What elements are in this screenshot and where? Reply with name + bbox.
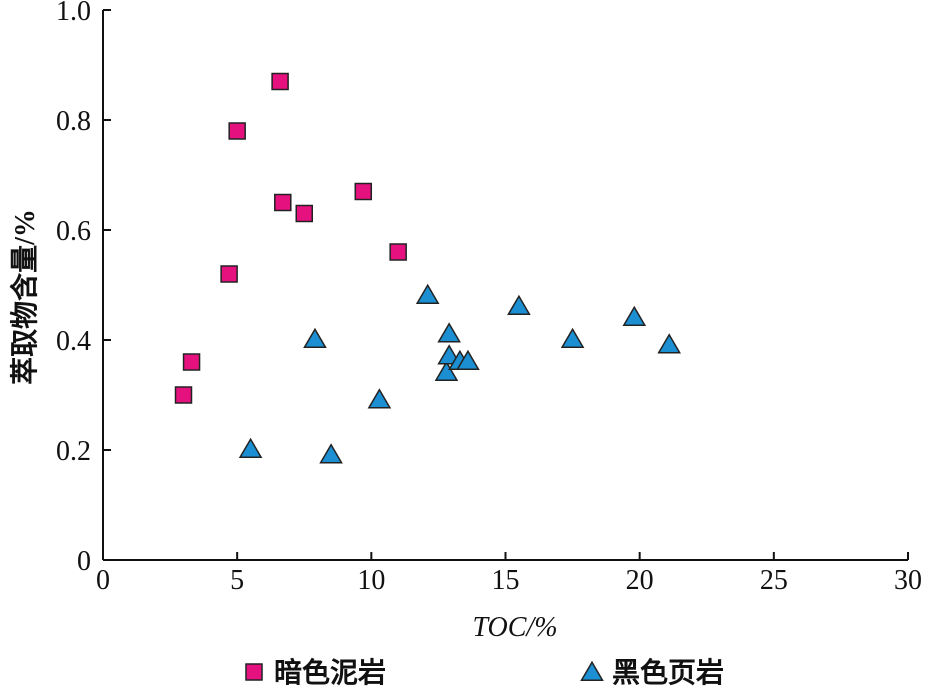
ticks-layer: 0 0.2 0.4 0.6 0.8 1.0 0 5 10 15 20 25 30 [56,0,922,596]
data-point-triangle [434,360,459,381]
y-tick-label: 0.6 [56,216,91,247]
data-point-triangle [437,322,461,343]
legend-label: 暗色泥岩 [274,656,386,689]
data-point-square [220,265,238,283]
x-tick-label: 20 [626,565,654,596]
data-point-triangle [657,333,681,354]
data-point-square [174,386,193,404]
legend-layer: 暗色泥岩 黑色页岩 [245,656,724,689]
data-point-triangle [622,305,647,326]
legend-label: 黑色页岩 [612,656,724,689]
points-layer [174,72,681,464]
data-point-triangle [238,437,263,458]
x-tick-label: 0 [96,565,110,596]
data-point-triangle [303,327,327,348]
data-point-square [295,204,313,223]
legend-marker-triangle [580,660,604,681]
x-tick-label: 10 [357,565,385,596]
data-point-square [354,182,373,201]
data-point-triangle [507,294,531,315]
x-tick-label: 5 [230,565,244,596]
data-point-square [228,122,246,140]
data-point-triangle [560,327,585,348]
axes-layer [102,10,908,561]
y-tick-label: 0.2 [56,436,91,467]
y-tick-label: 0.4 [56,326,91,357]
y-tick-label: 1.0 [56,0,91,27]
data-point-square [182,353,201,371]
x-axis-title: TOC/% [472,612,557,643]
data-point-triangle [456,349,480,370]
x-tick-label: 15 [492,565,520,596]
data-point-square [274,193,292,212]
y-tick-label: 0.8 [56,106,91,137]
data-point-triangle [367,388,392,409]
x-tick-label: 25 [760,565,788,596]
data-point-triangle [319,443,343,464]
y-tick-label: 0 [77,546,91,577]
data-point-square [389,243,407,261]
data-point-square [271,72,289,91]
data-point-triangle [415,283,440,304]
x-tick-label: 30 [894,565,922,596]
legend-marker-square [245,663,263,681]
y-axis-title: 萃取物含量/% [8,209,41,385]
